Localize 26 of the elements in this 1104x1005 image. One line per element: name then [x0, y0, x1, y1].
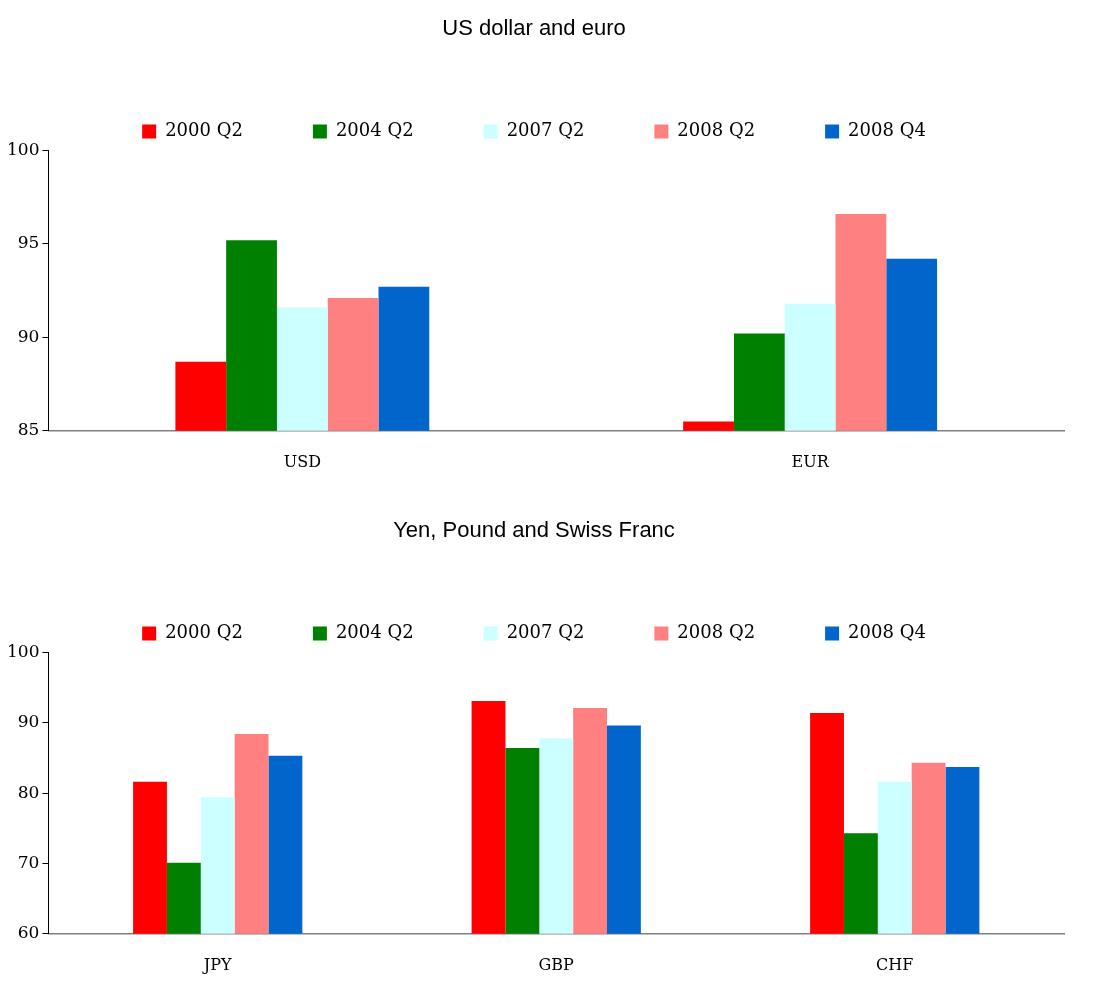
legend-label: 2008 Q2	[677, 621, 756, 643]
legend-label: 2008 Q2	[677, 119, 756, 141]
y-tick-label: 80	[17, 781, 40, 802]
y-tick-label: 70	[17, 851, 40, 872]
y-tick-label: 95	[17, 232, 40, 253]
legend-label: 2007 Q2	[506, 119, 585, 141]
chart-title: Yen, Pound and Swiss Franc	[393, 517, 675, 543]
y-tick-label: 60	[17, 922, 40, 943]
y-tick-label: 100	[6, 640, 40, 661]
y-tick-label: 100	[6, 138, 40, 159]
x-tick-label: CHF	[876, 954, 914, 974]
legend-label: 2007 Q2	[506, 621, 585, 643]
y-tick-label: 85	[17, 419, 40, 440]
legend-label: 2008 Q4	[848, 621, 926, 643]
x-tick-label: USD	[283, 451, 321, 471]
y-tick-label: 90	[17, 711, 40, 732]
x-tick-label: GBP	[538, 954, 575, 974]
legend-label: 2008 Q4	[848, 119, 926, 141]
legend-label: 2000 Q2	[165, 119, 243, 141]
x-tick-label: JPY	[201, 954, 233, 974]
legend-label: 2004 Q2	[335, 119, 414, 141]
legend-label: 2000 Q2	[165, 621, 243, 643]
y-tick-label: 90	[17, 325, 40, 346]
legend-label: 2004 Q2	[335, 621, 414, 643]
chart-title: US dollar and euro	[442, 15, 626, 41]
x-tick-label: EUR	[791, 451, 830, 471]
